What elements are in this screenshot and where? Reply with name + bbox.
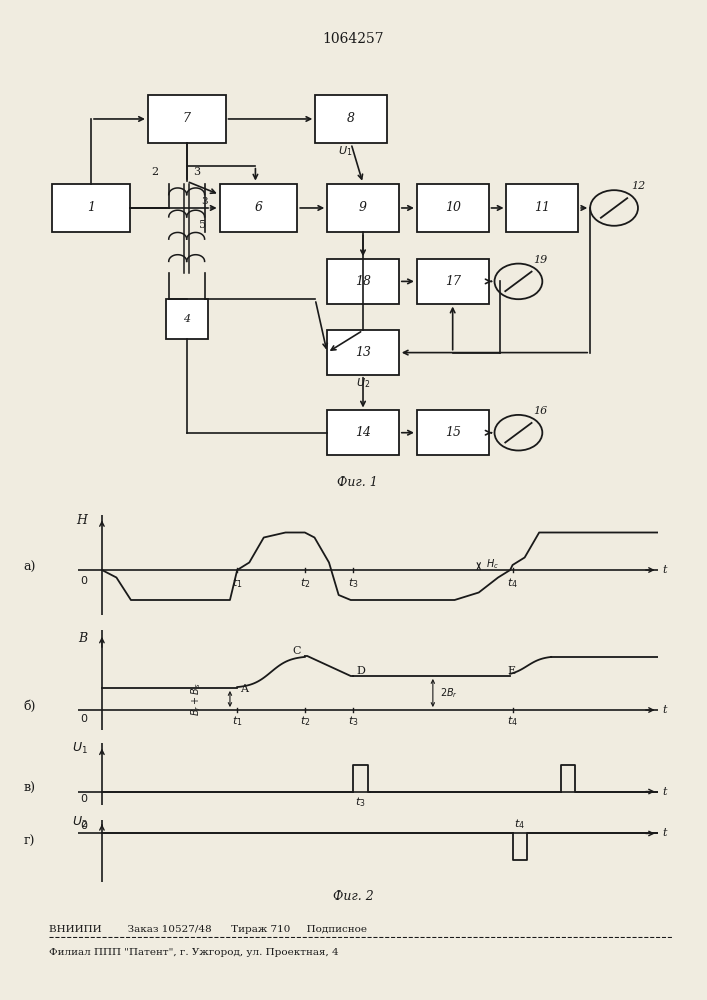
- Text: 8: 8: [347, 112, 355, 125]
- Text: t: t: [662, 828, 667, 838]
- Text: B: B: [78, 632, 88, 645]
- Text: $B_r+B_s$: $B_r+B_s$: [189, 682, 203, 716]
- Text: $H_c$: $H_c$: [486, 557, 499, 571]
- Bar: [315, 95, 387, 143]
- Text: 12: 12: [631, 181, 645, 191]
- Bar: [327, 259, 399, 304]
- Text: 7: 7: [182, 112, 191, 125]
- Text: Фиг. 2: Фиг. 2: [333, 890, 374, 903]
- Text: 14: 14: [355, 426, 371, 439]
- Bar: [506, 184, 578, 232]
- Bar: [165, 299, 208, 339]
- Text: Фиг. 1: Фиг. 1: [337, 476, 378, 489]
- Text: t: t: [662, 565, 667, 575]
- Text: t: t: [662, 705, 667, 715]
- Text: 3: 3: [201, 197, 209, 206]
- Text: H: H: [76, 514, 88, 526]
- Bar: [327, 410, 399, 455]
- Text: а): а): [23, 561, 35, 574]
- Text: $t_3$: $t_3$: [355, 796, 366, 809]
- Text: 5: 5: [199, 220, 206, 230]
- Text: 1: 1: [87, 201, 95, 214]
- Text: $t_3$: $t_3$: [348, 576, 358, 590]
- Text: E: E: [508, 666, 516, 676]
- Bar: [327, 184, 399, 232]
- Text: $U_2$: $U_2$: [71, 815, 88, 830]
- Text: 15: 15: [445, 426, 461, 439]
- Text: $t_1$: $t_1$: [232, 714, 243, 728]
- Text: 0: 0: [81, 714, 88, 724]
- Bar: [52, 184, 130, 232]
- Bar: [417, 259, 489, 304]
- Text: 0: 0: [81, 821, 88, 831]
- Text: 11: 11: [534, 201, 550, 214]
- Text: 0: 0: [81, 576, 88, 586]
- Text: $t_4$: $t_4$: [515, 817, 525, 831]
- Text: 9: 9: [359, 201, 367, 214]
- Text: 1064257: 1064257: [322, 32, 385, 46]
- Text: 16: 16: [533, 406, 548, 416]
- Text: $U_1$: $U_1$: [71, 741, 88, 756]
- Bar: [417, 184, 489, 232]
- Text: в): в): [23, 782, 35, 795]
- Text: A: A: [240, 684, 247, 694]
- Text: $t_1$: $t_1$: [232, 576, 243, 590]
- Text: 4: 4: [183, 314, 190, 324]
- Text: 10: 10: [445, 201, 461, 214]
- Text: D: D: [356, 666, 366, 676]
- Text: $t_4$: $t_4$: [507, 714, 518, 728]
- Bar: [220, 184, 297, 232]
- Text: 3: 3: [193, 167, 200, 177]
- Text: б): б): [23, 700, 35, 712]
- Text: $U_2$: $U_2$: [356, 376, 370, 390]
- Text: 17: 17: [445, 275, 461, 288]
- Text: 13: 13: [355, 346, 371, 359]
- Text: $t_2$: $t_2$: [300, 576, 310, 590]
- Bar: [148, 95, 226, 143]
- Text: t: t: [662, 787, 667, 797]
- Text: ВНИИПИ        Заказ 10527/48      Тираж 710     Подписное: ВНИИПИ Заказ 10527/48 Тираж 710 Подписно…: [49, 925, 368, 934]
- Text: Филиал ППП "Патент", г. Ужгород, ул. Проектная, 4: Филиал ППП "Патент", г. Ужгород, ул. Про…: [49, 948, 339, 957]
- Text: 19: 19: [533, 255, 548, 265]
- Text: 6: 6: [255, 201, 262, 214]
- Bar: [417, 410, 489, 455]
- Text: 18: 18: [355, 275, 371, 288]
- Text: г): г): [24, 835, 35, 848]
- Text: $t_2$: $t_2$: [300, 714, 310, 728]
- Text: $U_1$: $U_1$: [338, 145, 352, 158]
- Text: 0: 0: [81, 794, 88, 804]
- Text: $t_3$: $t_3$: [348, 714, 358, 728]
- Text: $2B_r$: $2B_r$: [440, 686, 458, 700]
- Text: $t_4$: $t_4$: [507, 576, 518, 590]
- Text: C: C: [293, 646, 301, 656]
- Bar: [327, 330, 399, 375]
- Text: 2: 2: [151, 167, 158, 177]
